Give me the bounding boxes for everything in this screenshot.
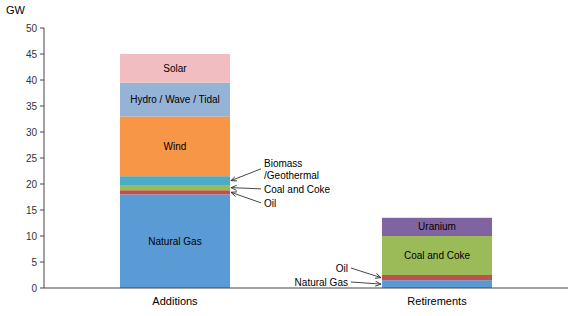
bar-segment xyxy=(382,236,492,275)
annotation-arrow xyxy=(351,282,381,284)
y-tick xyxy=(40,132,44,133)
y-tick xyxy=(40,236,44,237)
bar-segment xyxy=(120,185,230,190)
y-tick xyxy=(40,288,44,289)
segment-label: Uranium xyxy=(418,221,456,232)
segment-labels: Natural Gas Wind Hydro / Wave / Tidal Solar… xyxy=(130,63,470,261)
annotation-arrow xyxy=(231,169,261,181)
segment-label: Coal and Coke xyxy=(404,250,471,261)
y-tick-label: 45 xyxy=(26,49,38,60)
y-tick-label: 40 xyxy=(26,75,38,86)
y-tick xyxy=(40,158,44,159)
bar-segment xyxy=(382,218,492,236)
bar-segment xyxy=(382,280,492,288)
y-tick xyxy=(40,184,44,185)
y-tick xyxy=(40,80,44,81)
y-tick-label: 20 xyxy=(26,179,38,190)
annotation-line: Oil xyxy=(336,263,348,274)
annotation-line: /Geothermal xyxy=(264,169,319,180)
annotations: Biomass/Geothermal Coal and Coke Oil Oil Nat… xyxy=(231,157,381,287)
annotation-text: Coal and Coke xyxy=(264,183,331,194)
y-tick-label: 35 xyxy=(26,101,38,112)
segment-label: Natural Gas xyxy=(148,236,201,247)
x-tick-label: Additions xyxy=(152,295,198,307)
y-tick-label: 50 xyxy=(26,23,38,34)
bars xyxy=(120,54,492,288)
bar-segment xyxy=(120,83,230,117)
annotation-text: Natural Gas xyxy=(295,277,348,288)
segment-label: Wind xyxy=(164,141,187,152)
annotation-line: Coal and Coke xyxy=(264,183,331,194)
annotation-arrow xyxy=(351,268,381,278)
bar-segment xyxy=(120,176,230,185)
bar-segment xyxy=(382,275,492,280)
bar-segment xyxy=(120,190,230,194)
annotation-text: Oil xyxy=(264,197,276,208)
annotation-text: Oil xyxy=(336,263,348,274)
annotation-arrow xyxy=(231,192,261,203)
y-tick-label: 0 xyxy=(31,283,37,294)
annotation-text: Biomass/Geothermal xyxy=(264,157,319,180)
y-tick-label: 30 xyxy=(26,127,38,138)
segment-label: Hydro / Wave / Tidal xyxy=(130,94,220,105)
y-tick xyxy=(40,262,44,263)
y-tick-label: 10 xyxy=(26,231,38,242)
y-tick xyxy=(40,210,44,211)
x-tick-label: Retirements xyxy=(407,295,467,307)
x-axis: Additions Retirements xyxy=(44,288,568,307)
annotation-line: Oil xyxy=(264,197,276,208)
y-tick xyxy=(40,28,44,29)
y-tick xyxy=(40,54,44,55)
y-tick-label: 5 xyxy=(31,257,37,268)
x-axis-line xyxy=(44,288,568,289)
y-tick xyxy=(40,106,44,107)
segment-label: Solar xyxy=(163,63,187,74)
y-tick-label: 25 xyxy=(26,153,38,164)
y-axis-label: GW xyxy=(6,4,26,16)
bar-segment xyxy=(120,116,230,176)
annotation-arrow xyxy=(231,188,261,189)
y-axis: 0 5 10 15 20 25 30 35 40 45 50 xyxy=(26,23,44,294)
chart: Natural Gas Wind Hydro / Wave / Tidal Solar… xyxy=(0,0,580,316)
y-tick-label: 15 xyxy=(26,205,38,216)
bar-segment xyxy=(120,194,230,288)
bar-segment xyxy=(120,54,230,83)
annotation-line: Biomass xyxy=(264,157,302,168)
annotation-line: Natural Gas xyxy=(295,277,348,288)
